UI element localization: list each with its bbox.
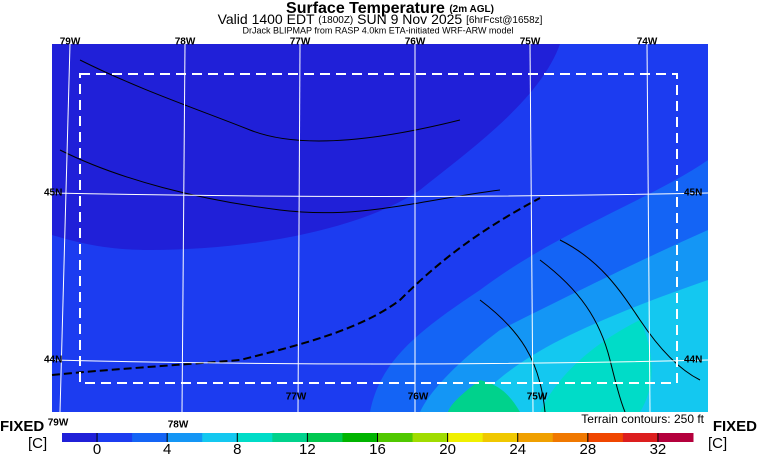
colorbar-segment [342,433,378,442]
colorbar-label: 12 [299,441,316,456]
lat-label: 44N [44,355,62,366]
cold-area [52,44,560,250]
lon-label: 77W [286,392,307,403]
terrain-contours [59,59,701,413]
colorbar-label: 0 [93,441,101,456]
colorbar-segment [97,433,133,442]
colorbar-segment [272,433,308,442]
lon-label: 75W [520,37,541,48]
lon-label: 75W [527,392,548,403]
colorbar-segment [412,433,449,442]
lon-label: 76W [408,392,429,403]
colorbar-segment [657,433,694,442]
lon-label: 78W [168,420,189,431]
valid-line: Valid 1400 EDT (1800Z) SUN 9 Nov 2025 [6… [218,11,543,27]
source: DrJack BLIPMAP from RASP 4.0km ETA-initi… [243,25,514,35]
graticule [51,43,709,413]
legend-label: FIXED [713,418,757,435]
colorbar-segment [307,433,343,442]
colorbar-label: 16 [369,441,386,456]
colorbar-segment [552,433,589,442]
colorbar-label: 24 [509,441,526,456]
colorbar-segment [377,433,414,442]
lon-label: 76W [405,37,426,48]
colorbar-segment [622,433,659,442]
colorbar-label: 32 [650,441,667,456]
lon-label: 78W [175,37,196,48]
colorbar-label: 28 [579,441,596,456]
colorbar-segment [167,433,203,442]
colorbar-segment [482,433,519,442]
colorbar-label: 4 [163,441,171,456]
terrain-note: Terrain contours: 250 ft [581,412,704,426]
colorbar-segment [202,433,238,442]
colorbar-label: 20 [439,441,456,456]
border [51,197,541,376]
title: Surface Temperature (2m AGL) [286,0,494,17]
colorbar-segment [62,433,98,442]
domain-box [79,73,678,384]
colorbar-label: 8 [233,441,241,456]
legend-unit: [C] [28,435,47,452]
legend-label: FIXED [0,418,44,435]
lon-label: 79W [48,418,69,429]
lat-label: 44N [684,355,702,366]
map [51,43,709,413]
warm-area [540,320,652,412]
colorbar-segment [587,433,624,442]
lat-label: 45N [684,188,702,199]
legend-unit: [C] [708,435,727,452]
lat-label: 45N [44,188,62,199]
warm-area [448,380,520,412]
colorbar-segment [132,433,168,442]
lon-label: 77W [290,37,311,48]
colorbar-segment [447,433,484,442]
lon-label: 79W [60,37,81,48]
lon-label: 74W [637,37,658,48]
terrain-note-bg [565,412,708,426]
colorbar-segment [517,433,554,442]
colorbar-segment [237,433,273,442]
